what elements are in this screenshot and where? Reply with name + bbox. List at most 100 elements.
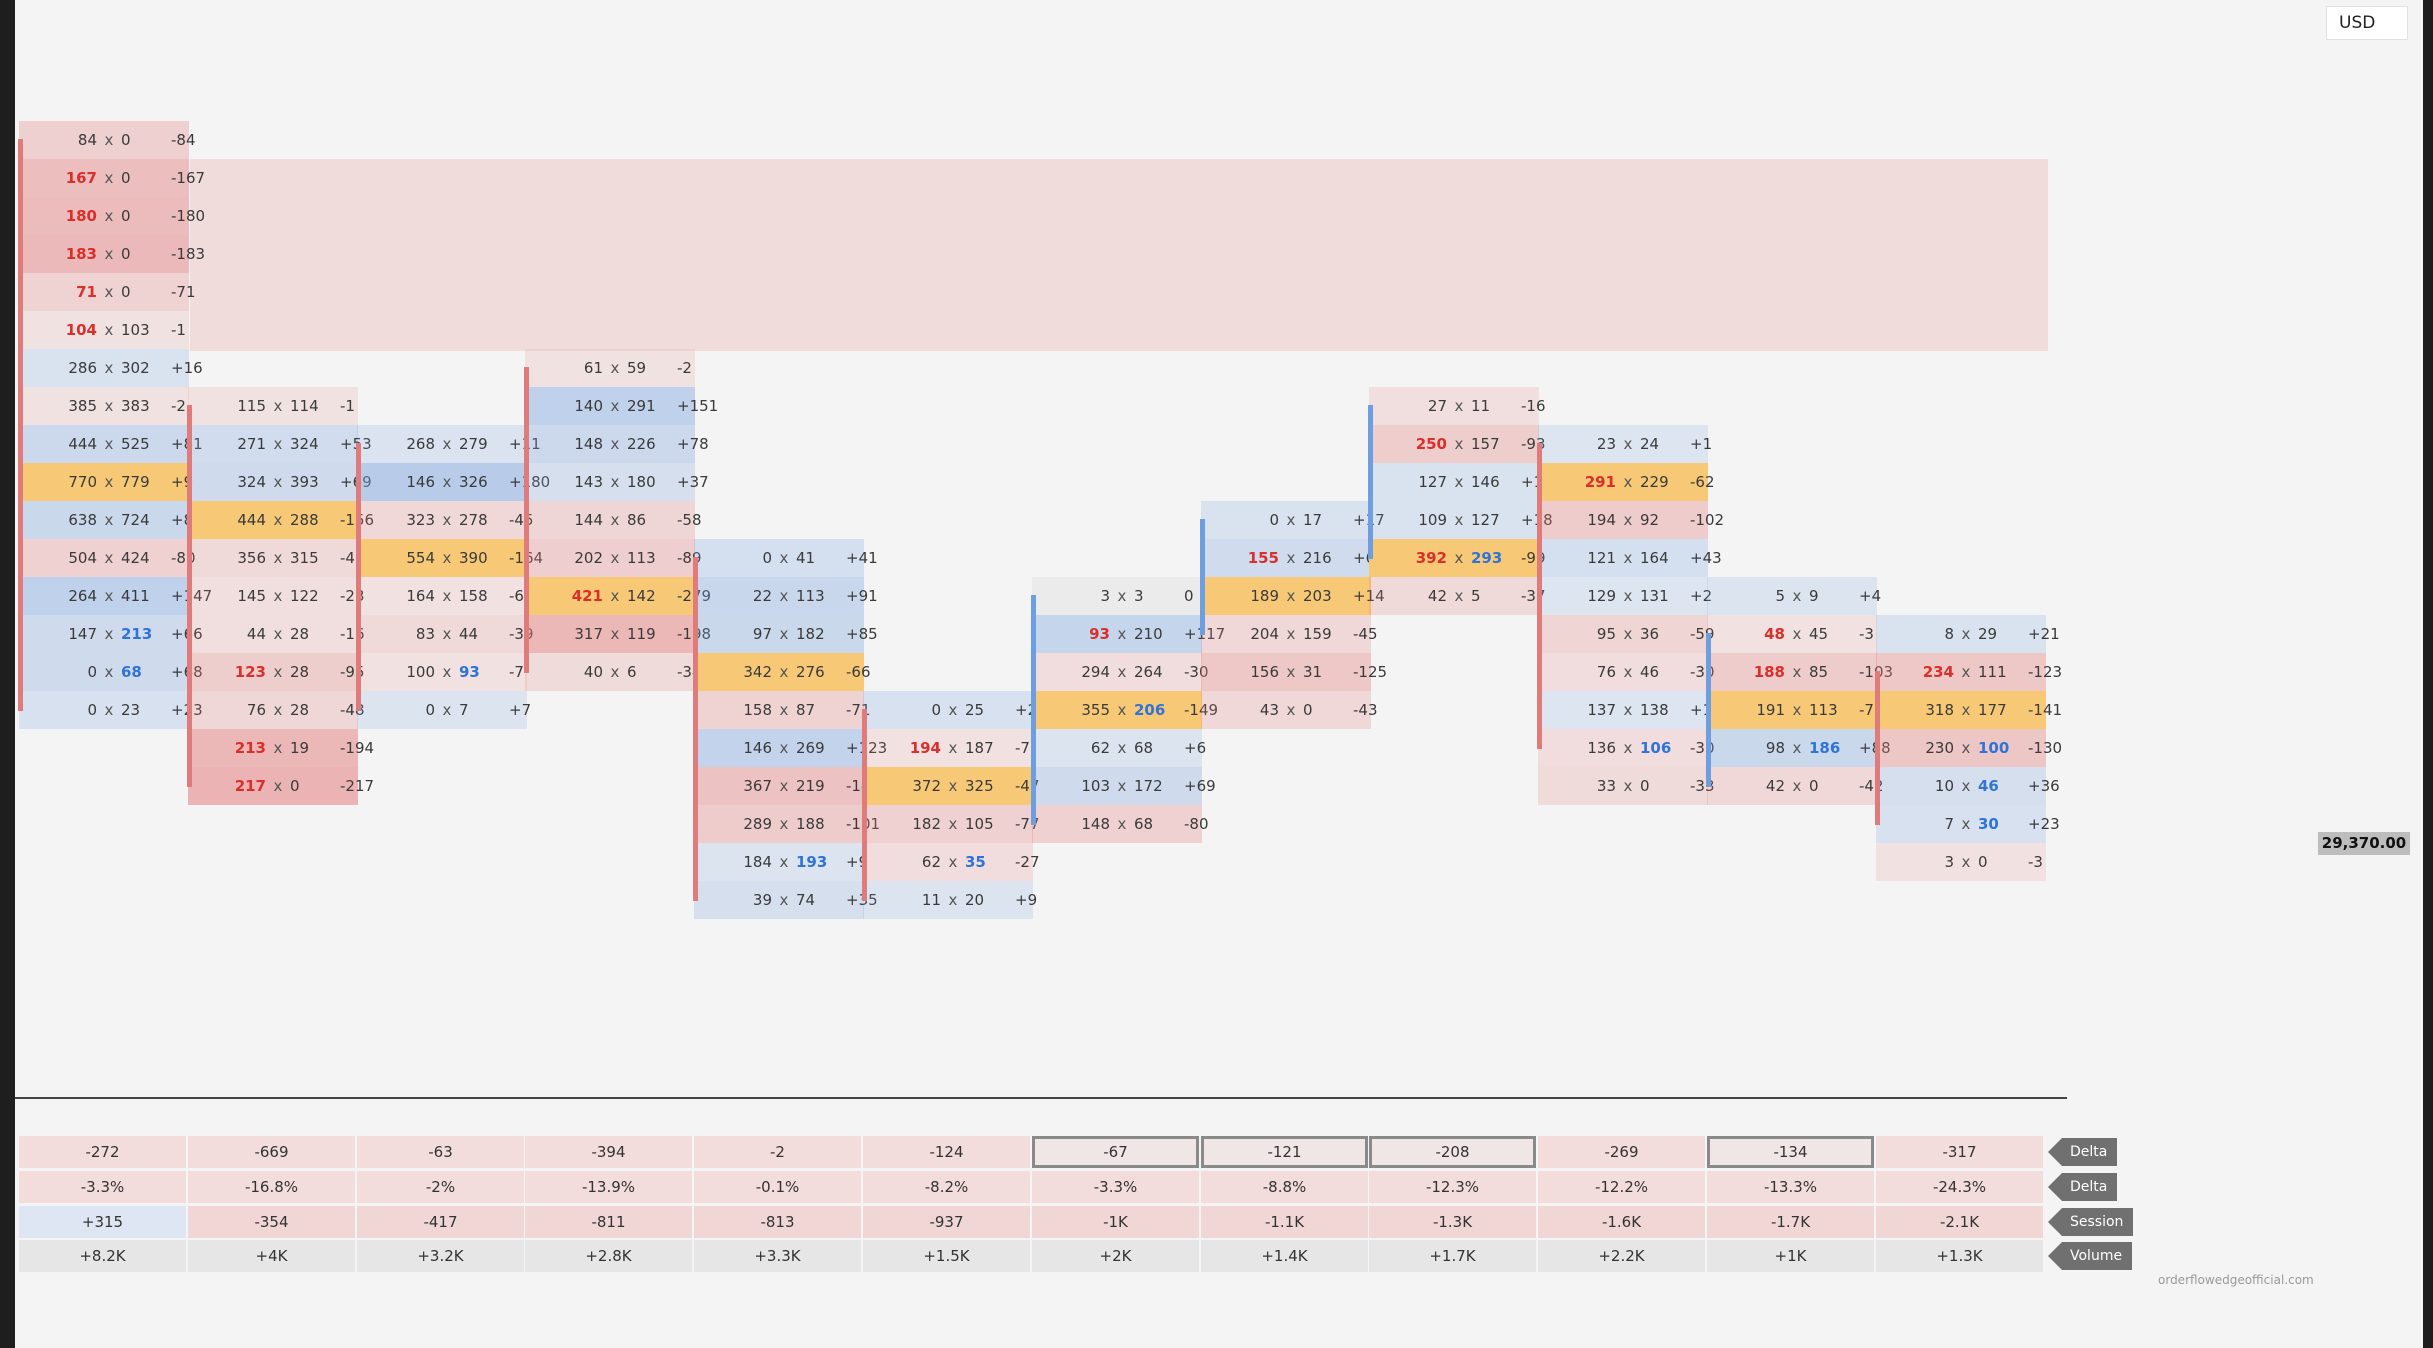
separator-x: x [442, 435, 452, 453]
bid-volume: 342 [743, 663, 772, 681]
watermark-credit: orderflowedgeofficial.com [2158, 1273, 2314, 1287]
candle-up-bar [1368, 405, 1373, 559]
separator-x: x [1623, 625, 1633, 643]
footprint-cell: 770 x 779 +9 [19, 463, 193, 501]
currency-selector[interactable]: USD [2326, 6, 2408, 40]
separator-x: x [779, 549, 789, 567]
footprint-cell: 33 x 0 -33 [1538, 767, 1715, 805]
ask-volume: 0 [290, 777, 300, 795]
stat-cell: -121 [1201, 1136, 1368, 1168]
ask-volume: 111 [1978, 663, 2007, 681]
ask-volume: 324 [290, 435, 319, 453]
bid-volume: 182 [912, 815, 941, 833]
candle-down-bar [693, 557, 698, 901]
footprint-cell: 202 x 113 -89 [525, 539, 702, 577]
separator-x: x [104, 473, 114, 491]
bid-volume: 104 [65, 321, 97, 339]
level-delta: +180 [509, 473, 551, 491]
footprint-cell: 27 x 11 -16 [1369, 387, 1546, 425]
footprint-cell: 167 x 0 -167 [19, 159, 205, 197]
separator-x: x [104, 207, 114, 225]
separator-x: x [104, 625, 114, 643]
candle-up-bar [1200, 519, 1205, 635]
level-delta: -3 [2028, 853, 2043, 871]
ask-volume: 0 [1640, 777, 1650, 795]
footprint-cell: 385 x 383 -2 [19, 387, 189, 425]
footprint-cell: 83 x 44 -39 [357, 615, 534, 653]
footprint-cell: 8 x 29 +21 [1876, 615, 2060, 653]
bid-volume: 129 [1587, 587, 1616, 605]
separator-x: x [779, 815, 789, 833]
bid-volume: 93 [1089, 625, 1110, 643]
separator-x: x [442, 587, 452, 605]
footprint-cell: 194 x 187 -7 [863, 729, 1033, 767]
separator-x: x [1623, 777, 1633, 795]
bid-volume: 0 [87, 663, 97, 681]
level-delta: -2 [171, 397, 186, 415]
separator-x: x [104, 397, 114, 415]
level-delta: +4 [1859, 587, 1882, 605]
bid-volume: 323 [406, 511, 435, 529]
stat-cell: -811 [525, 1206, 692, 1238]
separator-x: x [1286, 587, 1296, 605]
level-delta: -130 [2028, 739, 2063, 757]
footprint-cell: 234 x 111 -123 [1876, 653, 2062, 691]
separator-x: x [1454, 473, 1464, 491]
ask-volume: 46 [1640, 663, 1660, 681]
level-delta: -7 [1015, 739, 1030, 757]
stat-cell: -24.3% [1876, 1171, 2043, 1203]
level-delta: +41 [846, 549, 878, 567]
bid-volume: 0 [425, 701, 435, 719]
separator-x: x [273, 587, 283, 605]
ask-volume: 229 [1640, 473, 1669, 491]
candle-down-bar [1537, 443, 1542, 749]
level-delta: +18 [1521, 511, 1563, 529]
separator-x: x [1117, 777, 1127, 795]
separator-x: x [948, 815, 958, 833]
separator-x: x [1961, 739, 1971, 757]
bid-volume: 194 [909, 739, 941, 757]
bid-volume: 183 [65, 245, 97, 263]
bid-volume: 48 [1764, 625, 1785, 643]
separator-x: x [273, 777, 283, 795]
footprint-cell: 121 x 164 +43 [1538, 539, 1722, 577]
ask-volume: 19 [290, 739, 310, 757]
separator-x: x [1792, 625, 1802, 643]
ask-volume: 7 [459, 701, 469, 719]
level-delta: -194 [340, 739, 375, 757]
separator-x: x [1117, 625, 1127, 643]
ask-volume: 0 [1303, 701, 1313, 719]
separator-x: x [1117, 815, 1127, 833]
stat-cell: -67 [1032, 1136, 1199, 1168]
separator-x: x [442, 511, 452, 529]
bid-volume: 367 [743, 777, 772, 795]
panel-separator[interactable] [15, 1097, 2067, 1099]
footprint-cell: 250 x 157 -93 [1369, 425, 1546, 463]
separator-x: x [1286, 511, 1296, 529]
separator-x: x [104, 663, 114, 681]
candle-up-bar [1706, 633, 1711, 787]
ask-volume: 210 [1134, 625, 1163, 643]
bid-volume: 121 [1587, 549, 1616, 567]
footprint-cell: 355 x 206 -149 [1032, 691, 1218, 729]
footprint-cell: 123 x 28 -95 [188, 653, 365, 691]
bid-volume: 0 [87, 701, 97, 719]
bid-volume: 271 [237, 435, 266, 453]
stat-row-label: Session Delta [2047, 1208, 2134, 1258]
bid-volume: 146 [743, 739, 772, 757]
level-delta: -1 [171, 321, 186, 339]
footprint-cell: 356 x 315 -41 [188, 539, 365, 577]
separator-x: x [442, 701, 452, 719]
bid-volume: 504 [68, 549, 97, 567]
separator-x: x [948, 853, 958, 871]
level-delta: +36 [2028, 777, 2060, 795]
level-delta: +16 [171, 359, 203, 377]
level-delta: +69 [340, 473, 382, 491]
footprint-cell: 5 x 9 +4 [1707, 577, 1881, 615]
separator-x: x [273, 549, 283, 567]
